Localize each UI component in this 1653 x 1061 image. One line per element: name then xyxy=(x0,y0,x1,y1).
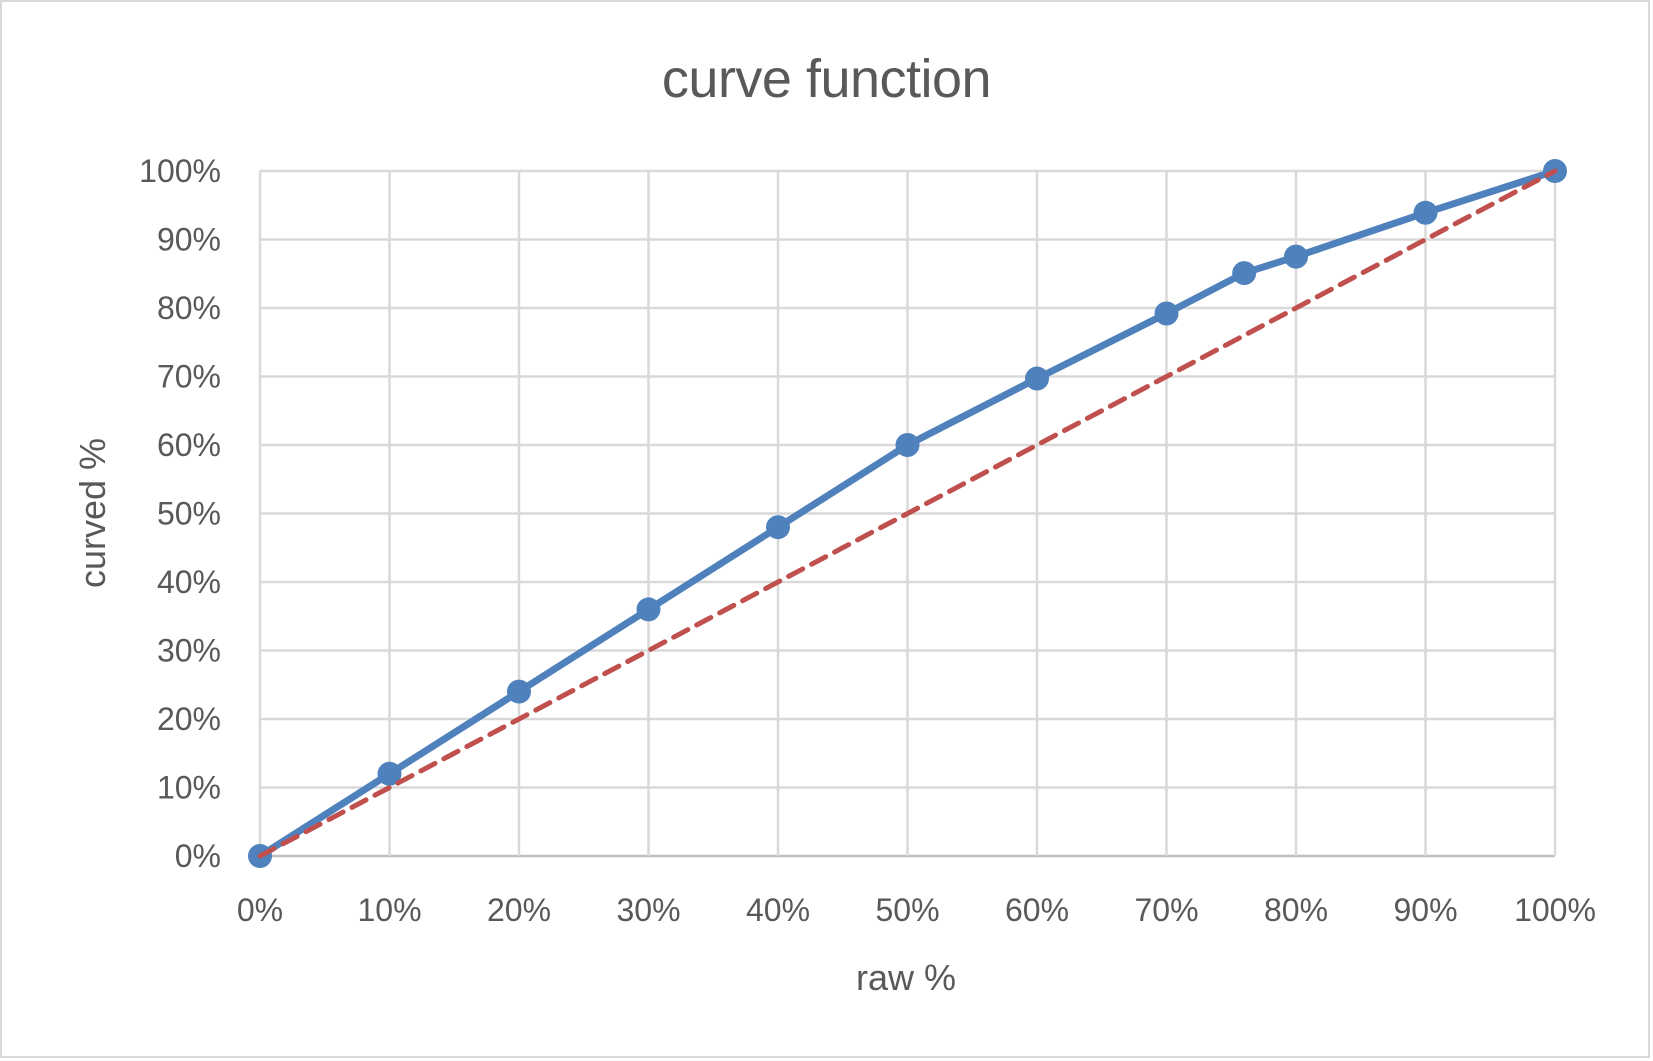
x-tick-label: 20% xyxy=(487,892,551,928)
chart-title: curve function xyxy=(661,49,992,109)
y-tick-label: 50% xyxy=(157,496,221,532)
data-point-marker xyxy=(1413,200,1438,225)
x-axis-title: raw % xyxy=(856,957,956,998)
x-tick-label: 100% xyxy=(1514,892,1596,928)
data-series xyxy=(248,159,1567,868)
y-tick-label: 100% xyxy=(139,153,221,189)
x-axis-tick-labels: 0% 10% 20% 30% 40% 50% 60% 70% 80% 90% 100% xyxy=(237,892,1596,928)
y-axis-title: curved % xyxy=(72,438,113,588)
x-tick-label: 30% xyxy=(616,892,680,928)
x-tick-label: 0% xyxy=(237,892,283,928)
y-tick-label: 70% xyxy=(157,359,221,395)
data-point-marker xyxy=(895,433,920,457)
x-tick-label: 80% xyxy=(1264,892,1328,928)
series-line-identity xyxy=(257,168,1558,859)
y-tick-label: 10% xyxy=(157,770,221,806)
data-point-marker xyxy=(636,597,661,622)
data-point-marker xyxy=(377,761,402,786)
y-tick-label: 40% xyxy=(157,564,221,600)
data-point-marker xyxy=(766,515,790,540)
y-tick-label: 80% xyxy=(157,290,221,326)
x-tick-label: 50% xyxy=(875,892,939,928)
y-tick-label: 0% xyxy=(175,838,221,874)
data-point-marker xyxy=(1232,261,1257,286)
x-tick-label: 40% xyxy=(746,892,810,928)
x-tick-label: 70% xyxy=(1134,892,1198,928)
data-point-marker xyxy=(1284,244,1308,269)
y-axis-tick-labels: 0% 10% 20% 30% 40% 50% 60% 70% 80% 90% 100% xyxy=(139,153,221,874)
x-tick-label: 90% xyxy=(1393,892,1457,928)
y-tick-label: 90% xyxy=(157,222,221,258)
y-tick-label: 30% xyxy=(157,633,221,669)
x-tick-label: 60% xyxy=(1005,892,1069,928)
data-point-marker xyxy=(1025,366,1049,391)
x-tick-label: 10% xyxy=(357,892,421,928)
y-tick-label: 60% xyxy=(157,427,221,463)
data-point-marker xyxy=(507,679,531,704)
series-line-curved xyxy=(258,167,1557,859)
y-tick-label: 20% xyxy=(157,701,221,737)
data-point-marker xyxy=(1154,301,1179,326)
